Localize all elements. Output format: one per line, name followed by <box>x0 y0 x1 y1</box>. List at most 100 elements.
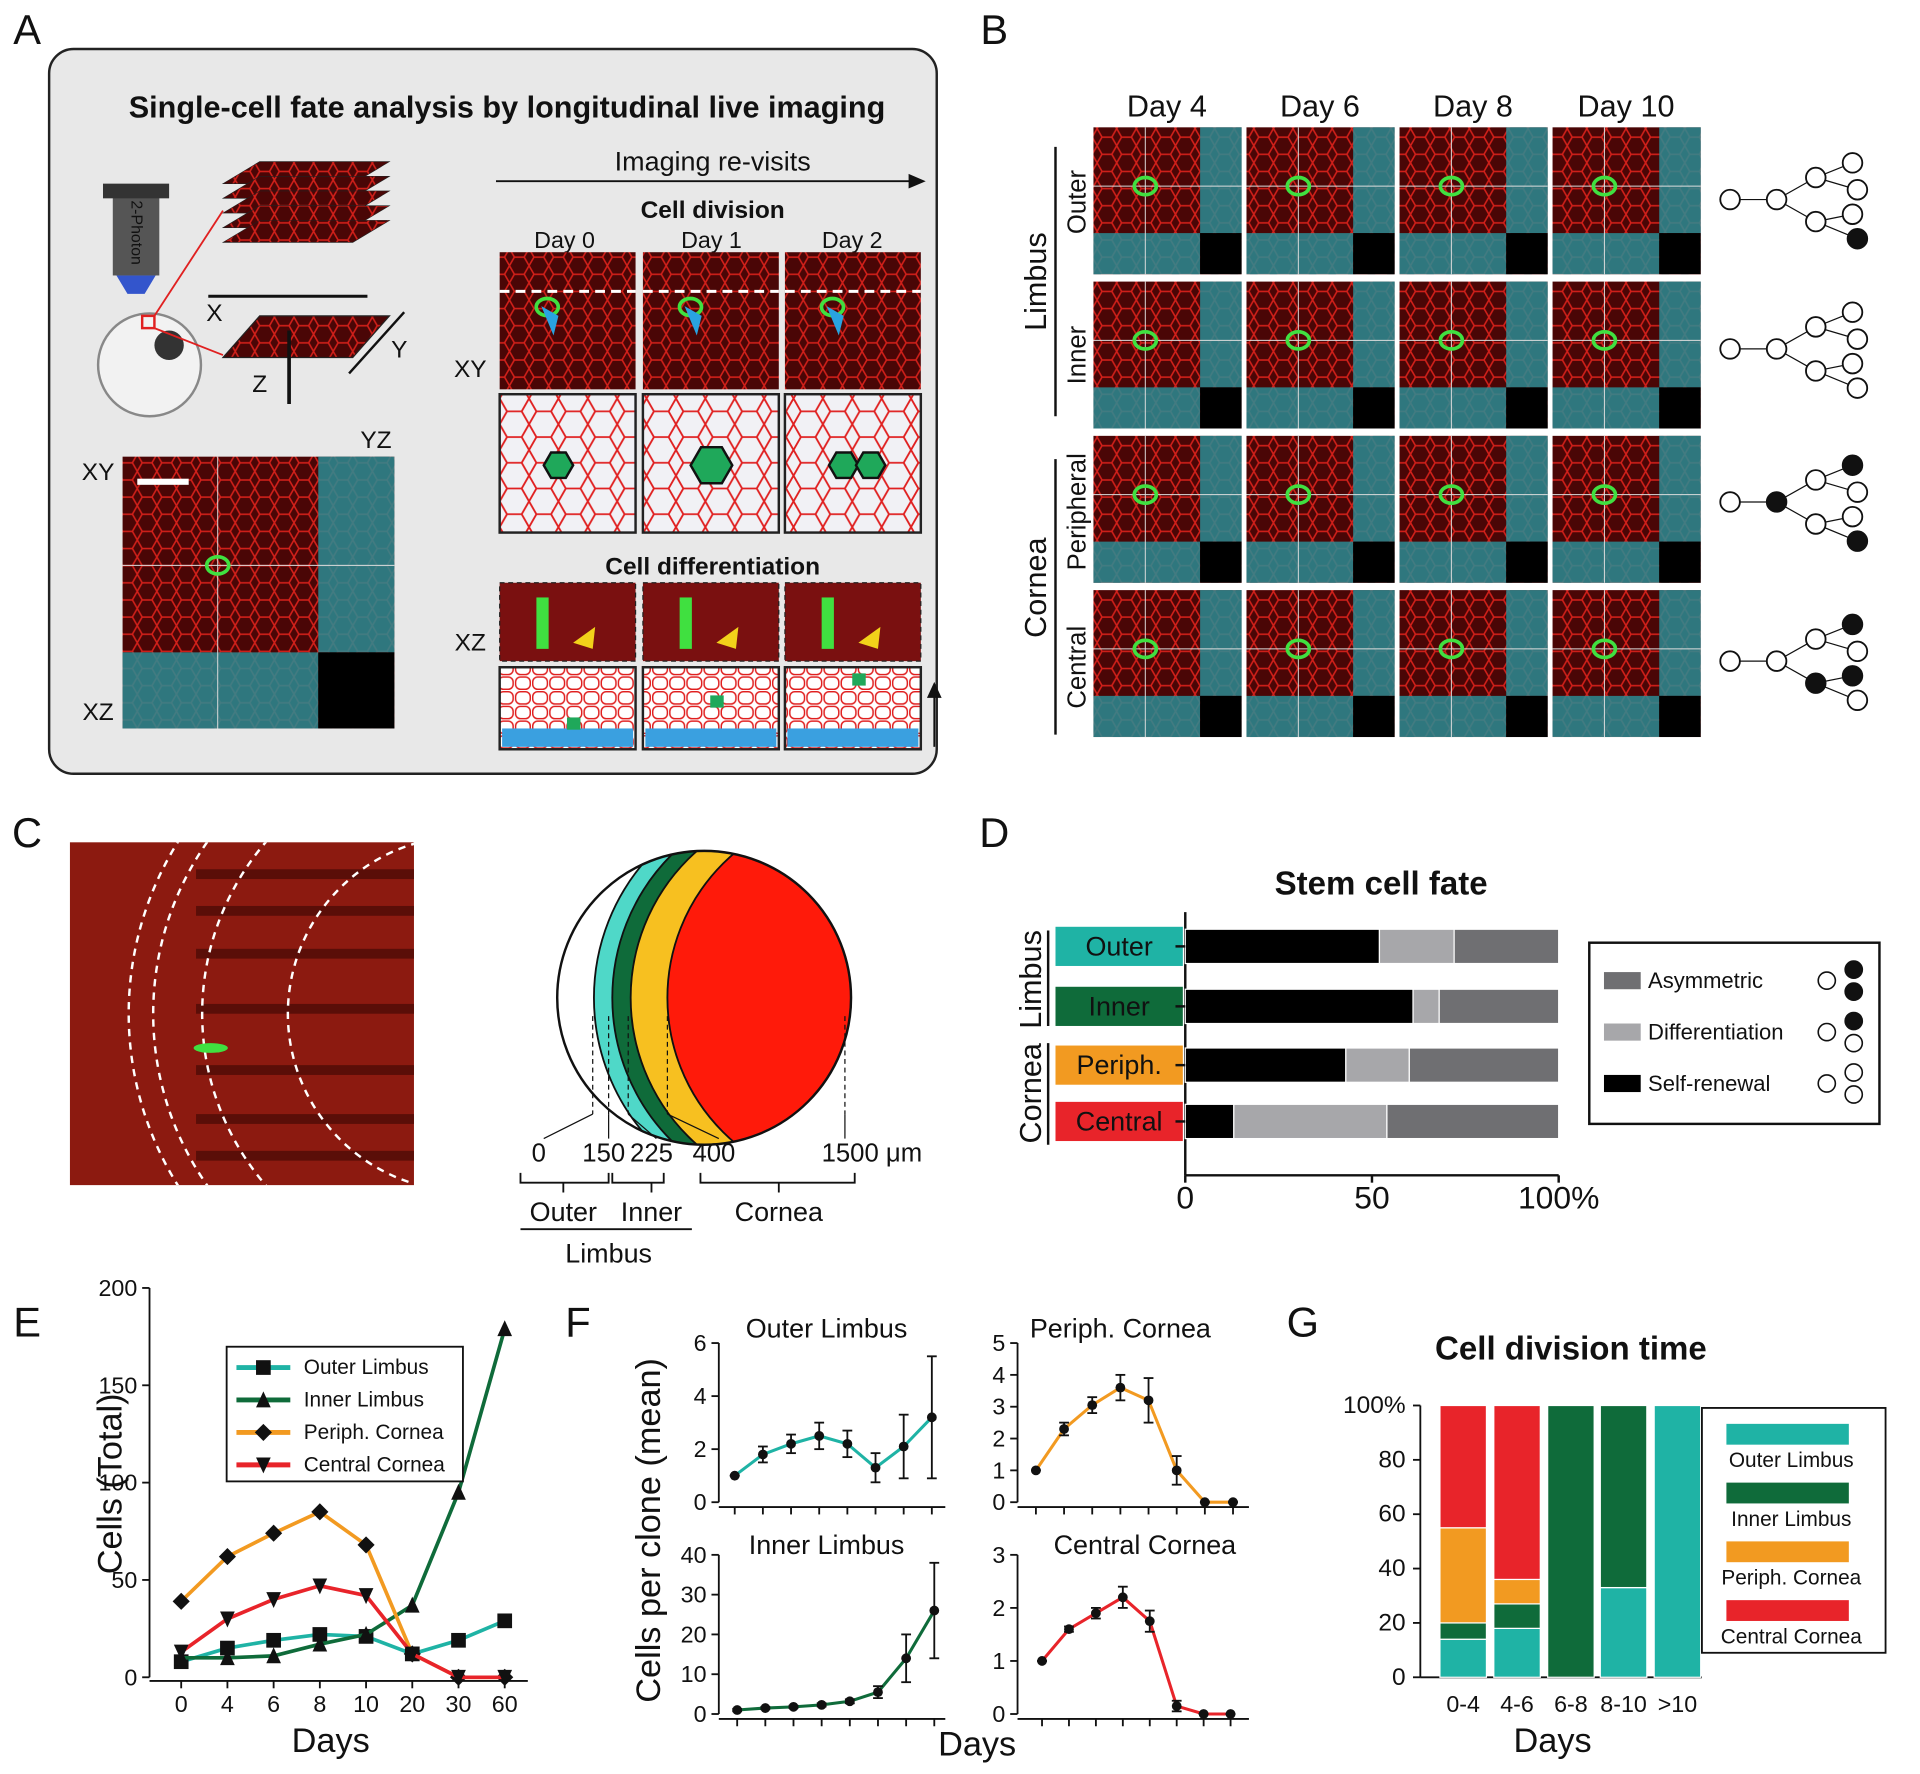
green-cell <box>827 451 860 480</box>
label: Outer <box>530 1197 597 1227</box>
y-tick-label: Outer <box>1085 931 1152 961</box>
label: 1500 μm <box>822 1139 923 1167</box>
label: Limbus <box>1014 930 1048 1029</box>
ortho-xz <box>1399 387 1507 429</box>
x-tick-label: 0 <box>175 1691 188 1717</box>
ortho-corner <box>1659 541 1701 583</box>
cell <box>1438 175 1465 197</box>
tree-node <box>1846 689 1869 712</box>
marker <box>497 1613 513 1629</box>
subplot-title: Periph. Cornea <box>1030 1313 1211 1343</box>
y-tick-label: 100% <box>1343 1392 1406 1419</box>
legend-label: Central Cornea <box>304 1453 445 1476</box>
point <box>901 1653 912 1664</box>
point <box>1171 1701 1182 1711</box>
label: Cell differentiation <box>605 553 820 580</box>
point <box>1225 1709 1236 1719</box>
xz-cell <box>821 597 834 649</box>
cell <box>1591 175 1618 197</box>
legend-icon <box>1844 982 1864 1002</box>
ortho-xz <box>1246 387 1354 429</box>
z-slice <box>221 315 391 359</box>
zoom-line <box>154 327 224 356</box>
green-cell <box>854 451 887 480</box>
legend-icon <box>1817 971 1837 991</box>
zone <box>286 842 414 1185</box>
point <box>1171 1465 1182 1476</box>
chart-title: Cell division time <box>1435 1331 1707 1368</box>
category-box <box>1055 926 1183 966</box>
label: XZ <box>82 699 113 726</box>
bar <box>1184 928 1381 965</box>
objective-tip <box>116 275 156 294</box>
legend-marker <box>254 1423 272 1441</box>
ortho-xz <box>1246 695 1354 738</box>
label: Cornea <box>1019 537 1053 638</box>
panel-letter: D <box>979 809 1009 856</box>
marker <box>172 1592 190 1610</box>
arrow-head <box>926 681 942 698</box>
ortho-corner <box>1506 233 1548 275</box>
marker <box>218 1548 236 1566</box>
tree-node <box>1841 152 1864 174</box>
tree-node <box>1846 640 1869 663</box>
y-tick-label: 6 <box>694 1330 707 1356</box>
label: Day 4 <box>1127 90 1207 124</box>
point <box>1064 1624 1074 1635</box>
tree-node <box>1765 650 1788 672</box>
tree-node <box>1841 454 1864 476</box>
diff-cell <box>710 695 724 708</box>
y-axis-label: Cells per clone (mean) <box>630 1358 668 1703</box>
tree-node <box>1805 513 1827 535</box>
tree-node <box>1719 338 1741 360</box>
point <box>1115 1382 1126 1393</box>
label: Day 2 <box>822 227 883 253</box>
x-tick-label: 0 <box>1176 1179 1194 1215</box>
line <box>1040 1595 1231 1716</box>
marker <box>311 1503 329 1521</box>
ortho-yz <box>1659 435 1701 542</box>
x-tick-label: 6-8 <box>1554 1691 1588 1717</box>
label: Outer <box>1064 169 1092 234</box>
arrowhead-blue <box>826 306 844 336</box>
x-tick-label: 100% <box>1518 1179 1599 1215</box>
ortho-yz <box>1659 590 1701 696</box>
cell <box>1285 638 1312 660</box>
x-tick-label: 8 <box>313 1691 326 1717</box>
point <box>844 1696 855 1707</box>
line <box>180 1619 506 1664</box>
line <box>180 1583 505 1680</box>
ortho-corner <box>1659 233 1701 275</box>
label: 0 <box>532 1139 546 1167</box>
ortho-yz <box>1353 127 1395 234</box>
leader <box>627 1113 657 1140</box>
point <box>870 1462 881 1473</box>
y-tick-label: Periph. <box>1077 1050 1162 1080</box>
x-tick-label: >10 <box>1658 1691 1698 1717</box>
marker <box>451 1669 466 1686</box>
y-tick-label: 0 <box>992 1489 1005 1515</box>
line <box>733 1416 933 1477</box>
legend-label: Differentiation <box>1648 1020 1783 1045</box>
roi <box>140 314 156 330</box>
xz-image <box>784 582 922 662</box>
arrowhead-blue <box>541 306 559 336</box>
arrowhead-yellow <box>716 626 739 649</box>
legend-label: Outer Limbus <box>304 1356 429 1379</box>
ortho-xz <box>1552 695 1660 738</box>
tree-node <box>1841 613 1864 636</box>
ortho-yz <box>1353 590 1395 696</box>
y-tick-label: 3 <box>992 1394 1005 1420</box>
zoom-line <box>153 210 224 317</box>
tree-node <box>1805 469 1827 491</box>
legend-swatch <box>1603 1074 1641 1093</box>
cell <box>1285 484 1312 506</box>
marker <box>312 1578 328 1595</box>
marker <box>497 1669 513 1686</box>
y-tick-label: 10 <box>681 1661 707 1687</box>
y-tick-label: 1 <box>992 1457 1005 1483</box>
y-tick-label: 20 <box>1378 1609 1405 1636</box>
arrowhead-yellow <box>573 626 596 649</box>
marker <box>220 1611 235 1628</box>
bar <box>1386 1103 1560 1140</box>
